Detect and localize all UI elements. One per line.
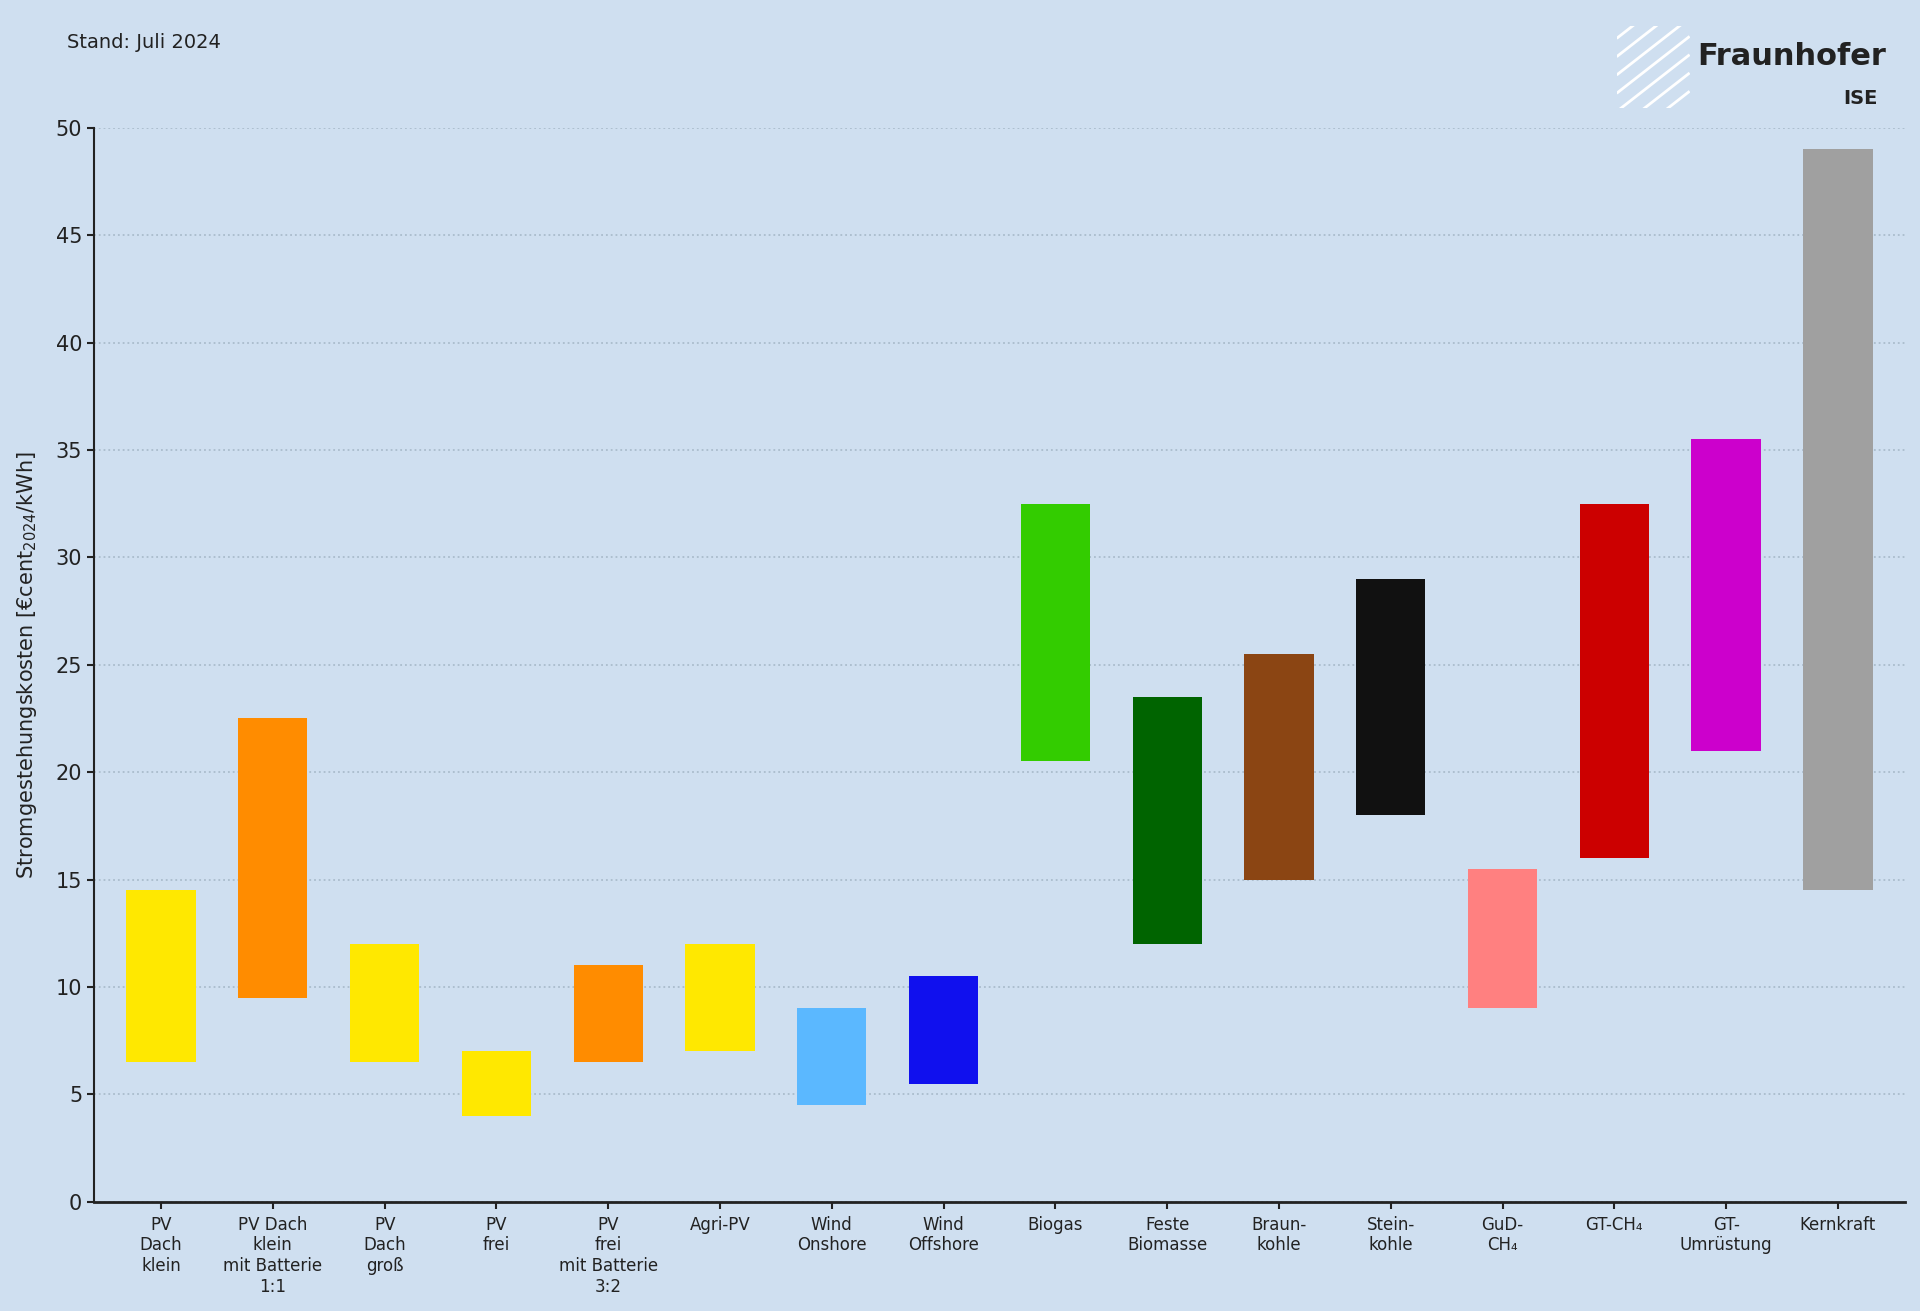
Bar <box>238 718 307 998</box>
Bar <box>685 944 755 1051</box>
Text: ISE: ISE <box>1843 89 1878 108</box>
Text: Stand: Juli 2024: Stand: Juli 2024 <box>67 33 221 51</box>
Bar <box>1803 149 1872 890</box>
Bar <box>127 890 196 1062</box>
Bar <box>1469 869 1538 1008</box>
Bar <box>574 965 643 1062</box>
Bar <box>1244 654 1313 880</box>
Bar <box>349 944 419 1062</box>
Text: Fraunhofer: Fraunhofer <box>1697 42 1885 71</box>
Bar <box>908 977 979 1084</box>
Bar <box>1133 697 1202 944</box>
Bar <box>463 1051 532 1116</box>
Bar <box>1356 579 1425 815</box>
Bar <box>1580 503 1649 859</box>
Bar <box>797 1008 866 1105</box>
Bar <box>1021 503 1091 762</box>
Bar <box>1692 439 1761 751</box>
Y-axis label: Stromgestehungskosten [€cent$_{2024}$/kWh]: Stromgestehungskosten [€cent$_{2024}$/kW… <box>15 451 38 878</box>
